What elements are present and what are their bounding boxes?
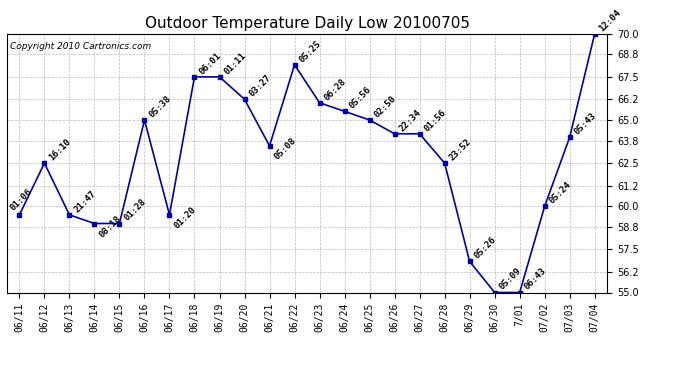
Text: 01:20: 01:20 [172,206,197,231]
Text: 12:04: 12:04 [598,8,623,33]
Text: 02:50: 02:50 [373,94,397,119]
Text: 05:08: 05:08 [273,136,297,162]
Text: 05:56: 05:56 [347,85,373,111]
Text: 06:43: 06:43 [522,266,548,292]
Text: 05:43: 05:43 [573,111,598,136]
Text: 05:25: 05:25 [297,39,323,64]
Text: 05:38: 05:38 [147,94,172,119]
Text: Copyright 2010 Cartronics.com: Copyright 2010 Cartronics.com [10,42,151,51]
Text: 03:27: 03:27 [247,73,273,99]
Text: 23:52: 23:52 [447,137,473,162]
Text: 16:10: 16:10 [47,137,72,162]
Text: 05:26: 05:26 [473,235,497,261]
Text: 06:01: 06:01 [197,51,223,76]
Text: 01:56: 01:56 [422,108,448,133]
Text: 01:11: 01:11 [222,51,248,76]
Text: 21:47: 21:47 [72,189,97,214]
Text: 06:28: 06:28 [322,76,348,102]
Title: Outdoor Temperature Daily Low 20100705: Outdoor Temperature Daily Low 20100705 [144,16,470,31]
Text: 01:28: 01:28 [122,197,148,223]
Text: 22:34: 22:34 [397,108,423,133]
Text: 05:24: 05:24 [547,180,573,206]
Text: 08:18: 08:18 [97,214,123,239]
Text: 05:09: 05:09 [497,266,523,292]
Text: 01:06: 01:06 [8,188,34,213]
